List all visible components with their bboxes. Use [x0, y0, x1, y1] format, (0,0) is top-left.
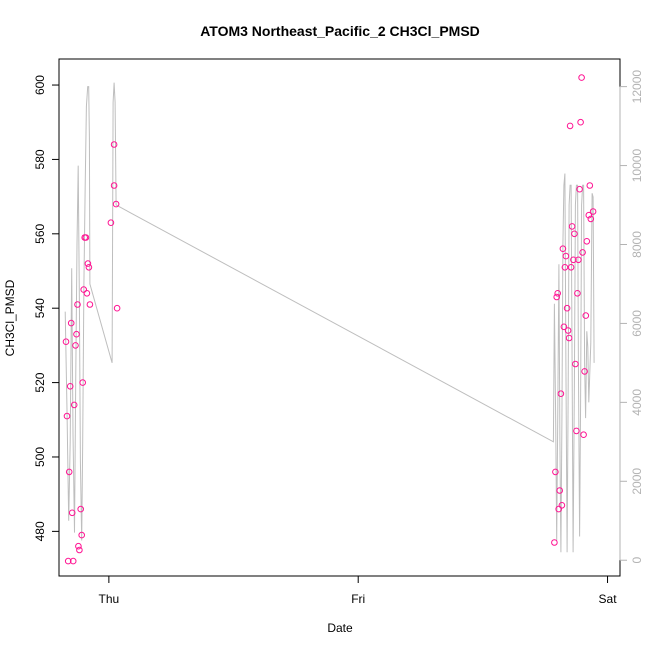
series-layer: [62, 74, 597, 565]
data-point: [553, 293, 561, 301]
chart-title: ATOM3 Northeast_Pacific_2 CH3Cl_PMSD: [200, 23, 480, 39]
left-axis: 480 500 520 540 560 580 600: [33, 75, 60, 541]
data-point: [74, 301, 81, 308]
right-tick-label: 2000: [630, 468, 644, 495]
left-tick-label: 580: [33, 149, 47, 169]
data-point: [573, 427, 580, 435]
right-tick-label: 10000: [630, 149, 644, 183]
data-point: [568, 223, 576, 230]
data-point: [80, 286, 87, 293]
data-point: [583, 238, 591, 245]
x-axis-label: Date: [327, 621, 353, 635]
data-point: [112, 200, 120, 208]
series-line: [64, 82, 595, 553]
data-point: [555, 505, 563, 513]
data-point: [552, 468, 559, 476]
data-point: [575, 256, 582, 264]
data-point: [63, 412, 71, 420]
data-point: [68, 509, 76, 517]
data-point: [558, 502, 566, 509]
data-point: [579, 249, 586, 256]
data-point: [567, 264, 575, 271]
right-tick-label: 8000: [630, 231, 644, 258]
bottom-tick-label: Thu: [99, 592, 120, 606]
data-point: [566, 122, 574, 130]
data-point: [557, 390, 565, 398]
data-point: [561, 264, 569, 271]
y-axis-label: CH3Cl_PMSD: [3, 279, 17, 356]
data-point: [62, 338, 70, 346]
data-point: [65, 468, 73, 476]
right-tick-label: 4000: [630, 389, 644, 416]
right-tick-label: 0: [630, 557, 644, 564]
data-point: [576, 185, 583, 193]
left-tick-label: 600: [33, 75, 47, 95]
data-point: [107, 219, 115, 226]
left-tick-label: 540: [33, 298, 47, 318]
data-point: [578, 74, 585, 81]
bottom-axis: Thu Fri Sat: [99, 575, 618, 606]
data-point: [559, 245, 567, 252]
data-point: [69, 557, 77, 565]
data-point: [572, 360, 579, 368]
data-point: [73, 330, 80, 338]
data-point: [551, 539, 558, 546]
data-point: [110, 182, 118, 189]
bottom-tick-label: Sat: [599, 592, 618, 606]
data-point: [66, 383, 74, 390]
data-point: [577, 118, 584, 126]
data-point: [581, 368, 588, 375]
data-point: [70, 401, 78, 409]
data-point: [78, 531, 85, 539]
left-tick-label: 520: [33, 372, 47, 392]
data-point: [582, 312, 590, 319]
data-point: [587, 215, 595, 223]
left-tick-label: 480: [33, 521, 47, 541]
data-point: [83, 290, 91, 297]
right-axis: 0 2000 4000 6000 8000 10000 12000: [619, 70, 644, 564]
data-point: [86, 301, 94, 308]
right-tick-label: 6000: [630, 310, 644, 337]
data-point: [589, 208, 597, 215]
data-point: [564, 327, 572, 334]
right-tick-label: 12000: [630, 70, 644, 104]
data-point: [570, 256, 577, 264]
data-point: [79, 379, 86, 386]
data-point: [77, 505, 84, 513]
data-point: [67, 319, 75, 327]
bottom-tick-label: Fri: [351, 592, 365, 606]
left-tick-label: 500: [33, 447, 47, 467]
data-point: [565, 334, 573, 342]
data-point: [554, 290, 562, 297]
data-point: [585, 211, 593, 219]
data-point: [75, 542, 82, 550]
data-point: [84, 260, 92, 267]
data-point: [574, 290, 581, 297]
data-point: [110, 141, 118, 148]
data-point: [580, 431, 587, 439]
left-tick-label: 560: [33, 223, 47, 243]
data-point: [560, 323, 568, 331]
data-point: [562, 252, 570, 260]
data-point: [556, 487, 564, 494]
data-point: [72, 342, 79, 349]
data-point: [586, 182, 594, 189]
data-point: [563, 304, 571, 312]
data-point: [76, 546, 83, 554]
data-point: [85, 264, 93, 271]
data-point: [82, 234, 90, 241]
data-point: [113, 304, 121, 312]
data-point: [571, 230, 578, 238]
data-point: [64, 557, 72, 565]
